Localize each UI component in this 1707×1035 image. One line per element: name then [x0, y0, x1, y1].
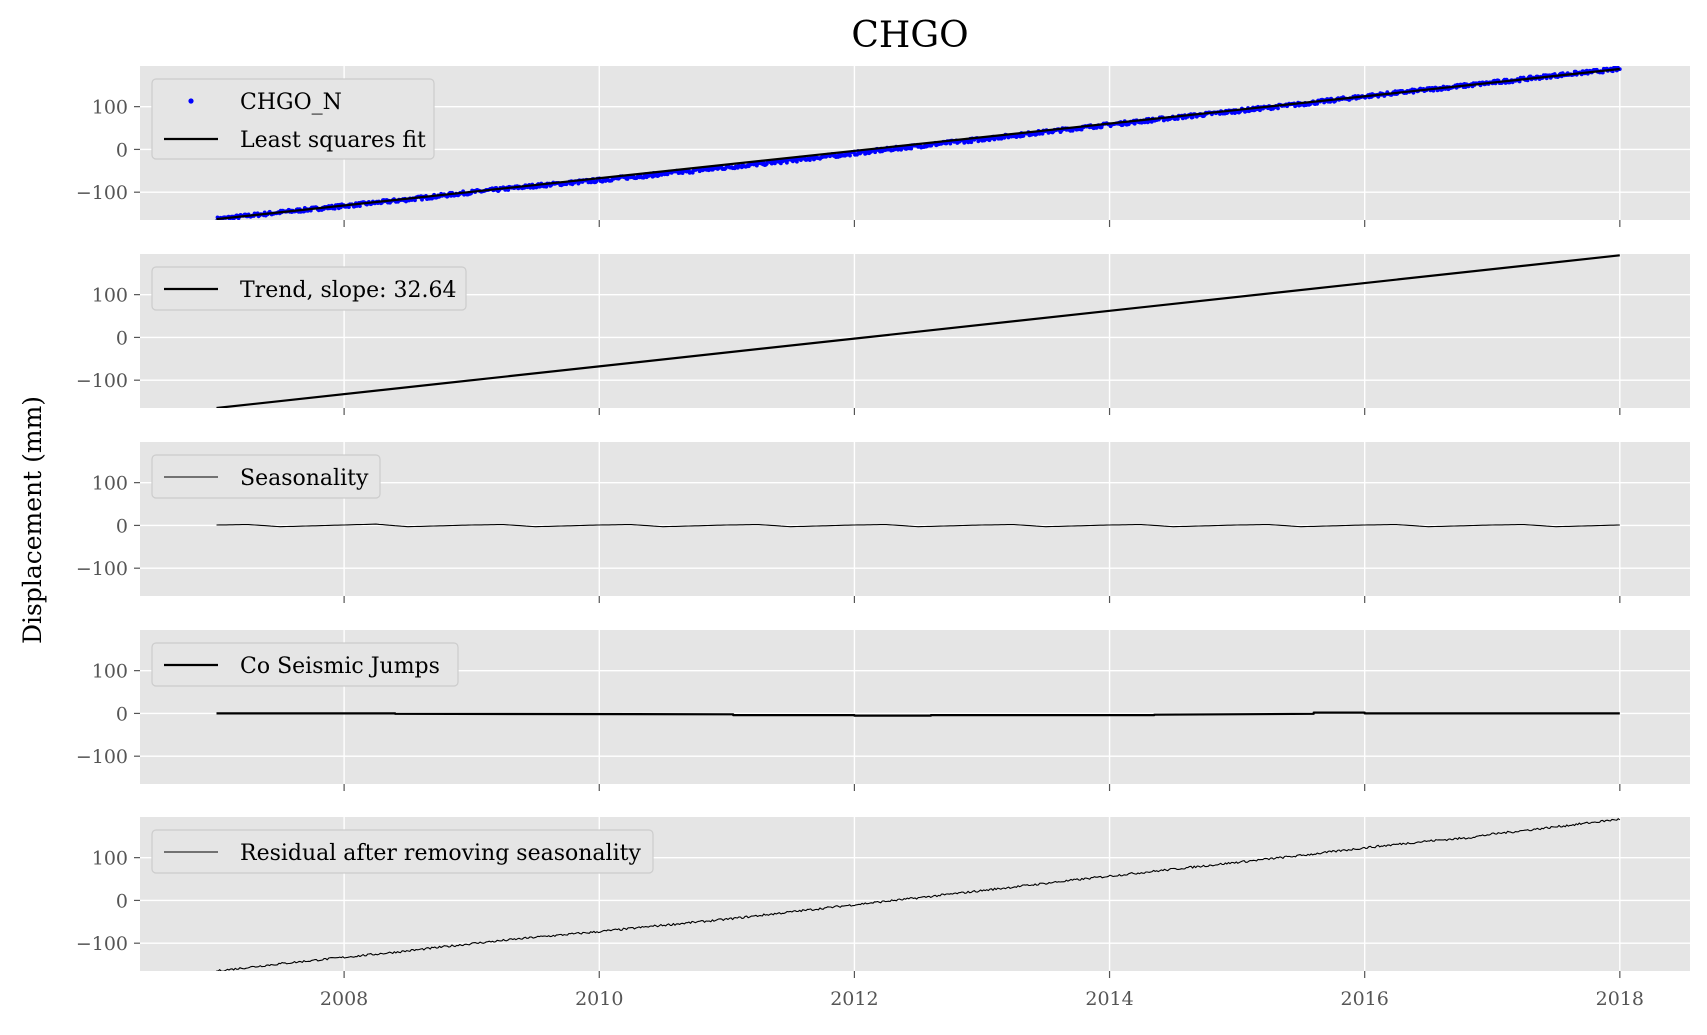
data-point	[969, 140, 974, 145]
legend: CHGO_N Least squares fit	[151, 78, 435, 160]
x-tick-label: 2018	[1596, 988, 1644, 1010]
data-point	[332, 206, 337, 211]
series-line	[216, 254, 1620, 408]
subplot-1: −100 0 100 CHGO_N Least squares fit	[76, 66, 1690, 227]
y-tick-label: −100	[76, 558, 128, 580]
data-point	[358, 204, 362, 209]
legend-box	[151, 642, 459, 687]
legend-box	[151, 78, 435, 160]
legend-label: Trend, slope: 32.64	[240, 278, 457, 303]
subplot-5: −100 0 100 2008 2010 2012 2014 2016 2018 Residual…	[76, 817, 1690, 1010]
series-line	[216, 67, 1620, 220]
data-point	[848, 153, 852, 158]
x-tick-label: 2016	[1341, 988, 1389, 1010]
legend-label: CHGO_N	[240, 90, 342, 115]
legend-label: Co Seismic Jumps	[240, 654, 440, 679]
series-layer	[214, 66, 1622, 220]
series-layer	[216, 523, 1620, 528]
plot-area	[140, 442, 1690, 596]
x-tick-label: 2014	[1085, 988, 1133, 1010]
legend-marker	[188, 98, 194, 104]
series-line	[216, 711, 1620, 717]
data-point	[1315, 101, 1319, 106]
subplots: −100 0 100 CHGO_N Least squares fit −100 0 100 T…	[76, 66, 1690, 1010]
y-tick-label: 0	[116, 703, 128, 725]
series-layer	[216, 711, 1620, 717]
legend: Residual after removing seasonality	[151, 829, 654, 874]
y-tick-label: 100	[92, 661, 128, 683]
data-point	[1132, 121, 1137, 126]
y-tick-label: −100	[76, 182, 128, 204]
legend: Co Seismic Jumps	[151, 642, 459, 687]
data-point	[1175, 117, 1180, 121]
data-point	[873, 150, 877, 155]
legend: Trend, slope: 32.64	[151, 266, 467, 311]
legend-label: Least squares fit	[240, 128, 426, 153]
subplot-2: −100 0 100 Trend, slope: 32.64	[76, 254, 1690, 415]
legend-box	[151, 266, 467, 311]
legend-box	[151, 454, 381, 499]
chart-title: CHGO	[851, 15, 968, 56]
series-layer	[216, 818, 1621, 971]
x-tick-label: 2008	[320, 988, 368, 1010]
y-tick-label: 100	[92, 473, 128, 495]
data-point	[1190, 115, 1195, 119]
subplot-3: −100 0 100 Seasonality	[76, 442, 1690, 603]
y-tick-label: −100	[76, 370, 128, 392]
series-line	[216, 818, 1621, 971]
series-layer	[216, 254, 1620, 408]
legend-label: Seasonality	[240, 466, 369, 491]
subplot-4: −100 0 100 Co Seismic Jumps	[76, 630, 1690, 791]
x-tick-label: 2010	[575, 988, 623, 1010]
y-tick-label: −100	[76, 746, 128, 768]
legend-label: Residual after removing seasonality	[240, 841, 641, 866]
data-point	[795, 159, 799, 164]
data-point	[948, 141, 953, 146]
data-point	[589, 180, 594, 185]
data-point	[909, 146, 914, 151]
data-point	[641, 175, 646, 180]
x-tick-label: 2012	[830, 988, 878, 1010]
y-tick-label: 100	[92, 285, 128, 307]
series-line	[216, 523, 1620, 528]
data-point	[1276, 106, 1280, 111]
y-tick-label: 0	[116, 139, 128, 161]
y-tick-label: 100	[92, 97, 128, 119]
legend-box	[151, 829, 654, 874]
y-axis-label: Displacement (mm)	[18, 396, 47, 644]
legend: Seasonality	[151, 454, 381, 499]
y-tick-label: 0	[116, 890, 128, 912]
data-point	[1002, 135, 1007, 140]
y-tick-label: 0	[116, 515, 128, 537]
y-tick-label: −100	[76, 933, 128, 955]
y-tick-label: 0	[116, 327, 128, 349]
y-tick-label: 100	[92, 848, 128, 870]
